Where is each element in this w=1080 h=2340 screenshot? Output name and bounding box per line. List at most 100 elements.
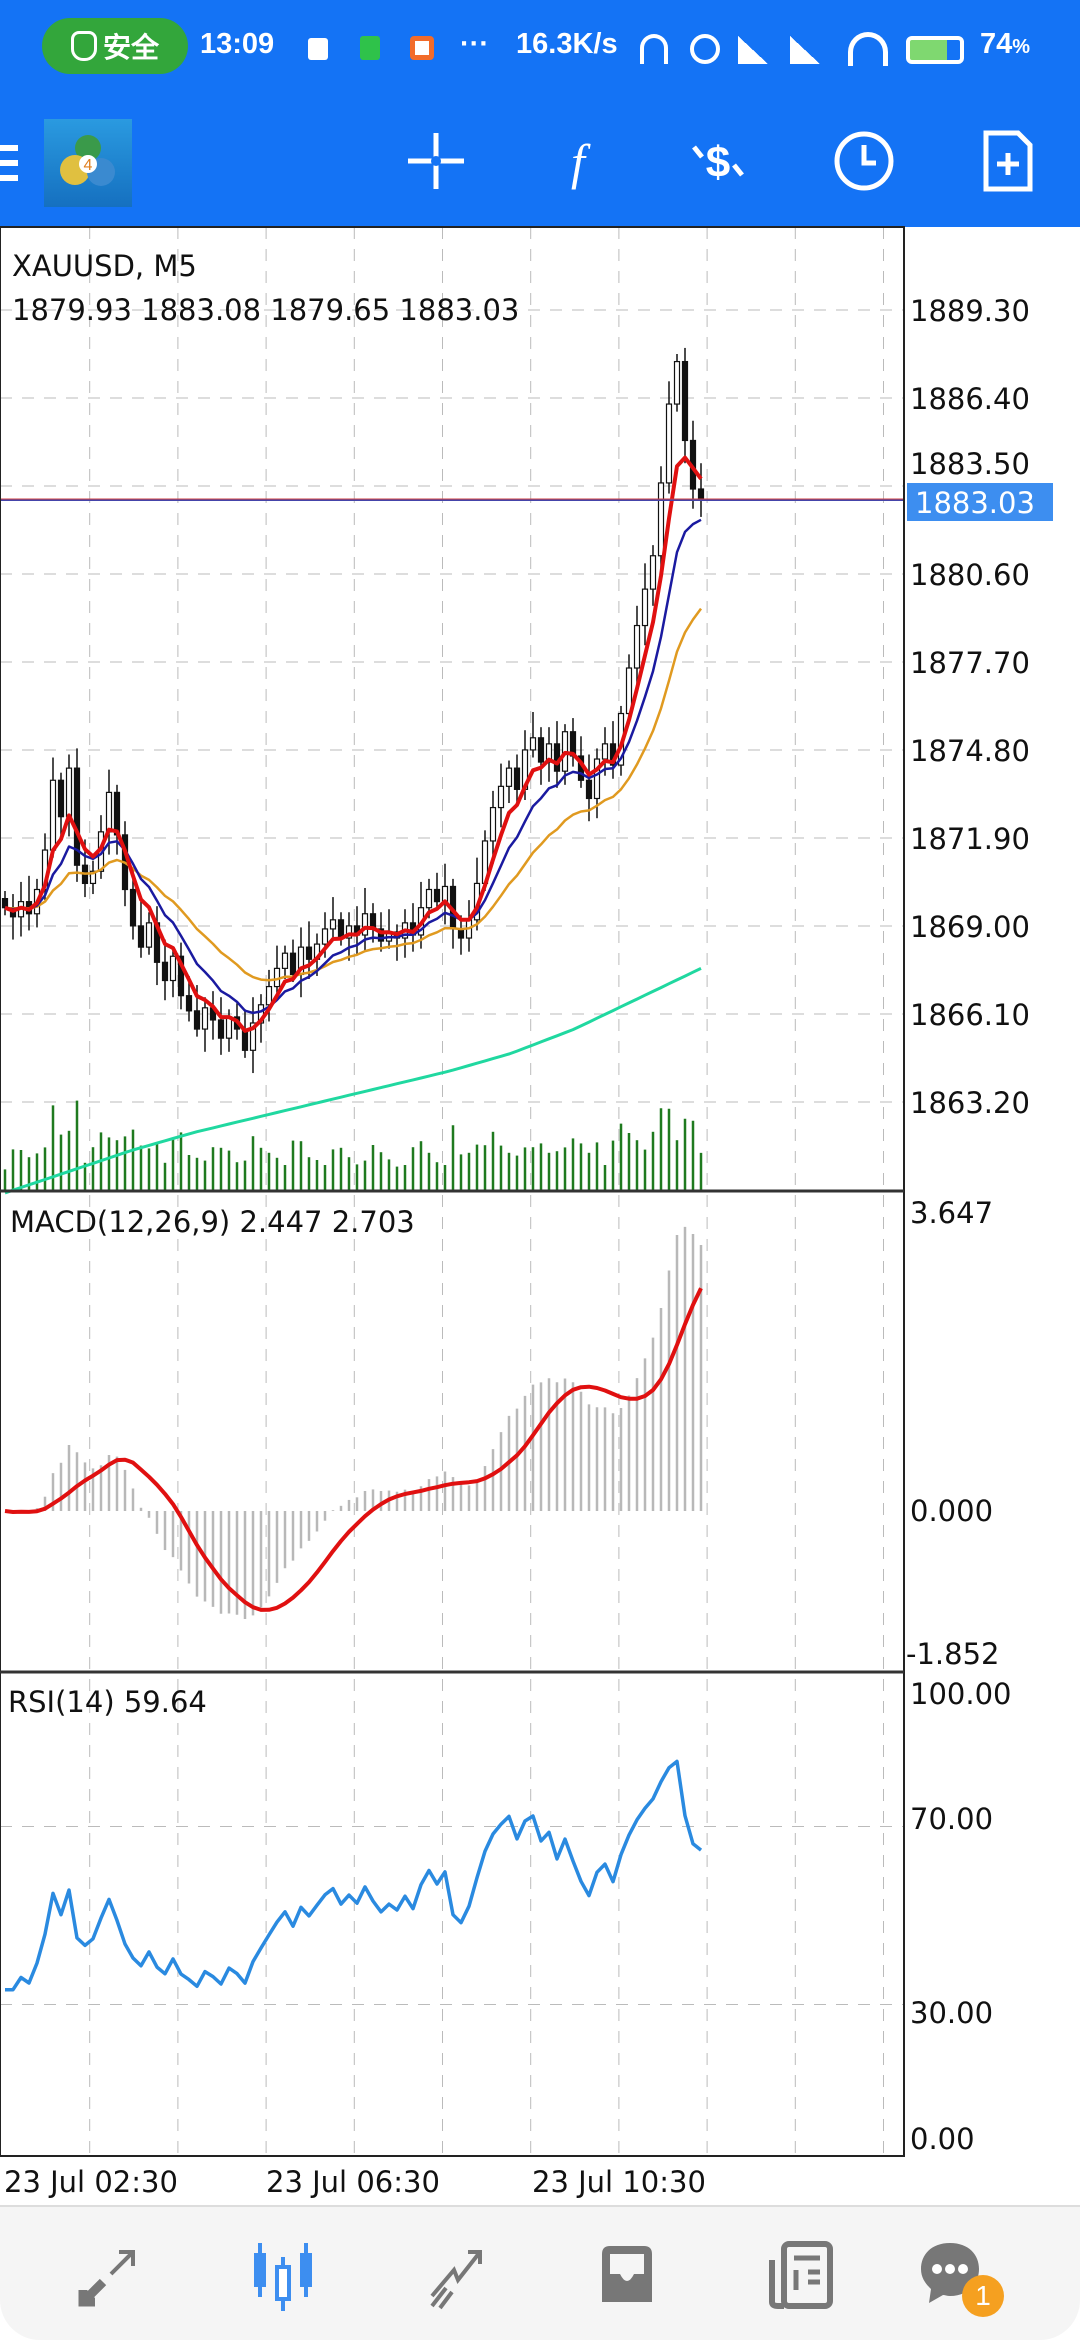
shield-icon (70, 31, 97, 61)
candle-bear (137, 925, 145, 948)
candle-bear (513, 767, 521, 790)
candle-bull (361, 913, 369, 936)
rsi-axis-100: 100.00 (910, 1677, 1011, 1711)
current-price-tag (907, 483, 1053, 521)
candle-bull (49, 779, 57, 851)
time-label: 23 Jul 02:30 (4, 2165, 178, 2199)
candle-bull (505, 767, 513, 787)
app-notification-icon (410, 36, 434, 60)
current-price-value: 1883.03 (915, 486, 1035, 520)
macd-axis-min: -1.852 (906, 1637, 1000, 1671)
network-speed: 16.3K/s (516, 28, 618, 60)
new-order-icon[interactable] (976, 129, 1040, 193)
svg-text:4: 4 (84, 157, 93, 174)
inbox-icon (602, 2246, 652, 2302)
ma-fast-line (4, 455, 703, 1033)
macd-axis-zero: 0.000 (910, 1494, 993, 1528)
app-notification-icon (308, 38, 328, 60)
candle-bear (177, 955, 185, 997)
candle-bull (265, 985, 273, 1006)
candle-bear (129, 888, 137, 927)
trade-arrow-icon (430, 2250, 482, 2310)
nav-messages[interactable]: 1 (910, 2235, 1004, 2317)
time-label: 23 Jul 06:30 (266, 2165, 440, 2199)
macd-axis-max: 3.647 (910, 1196, 993, 1230)
candle-bull (329, 919, 337, 930)
symbol-label: XAUUSD, M5 (12, 249, 197, 283)
candle-bear (73, 767, 81, 866)
battery-icon (906, 36, 964, 64)
price-label: 1883.50 (910, 447, 1030, 481)
nav-history[interactable] (587, 2235, 667, 2315)
candle-bull (593, 758, 601, 800)
nav-quotes[interactable] (68, 2235, 148, 2315)
rsi-axis-30: 30.00 (910, 1996, 993, 2030)
nav-news[interactable] (761, 2235, 841, 2315)
price-label: 1889.30 (910, 294, 1030, 328)
timeframe-icon[interactable] (832, 129, 896, 193)
battery-saver-notification-icon (360, 36, 380, 60)
chart-area[interactable]: XAUUSD, M5 1879.93 1883.08 1879.65 1883.… (0, 0, 1080, 2205)
nav-trade[interactable] (415, 2235, 495, 2315)
candle-bear (585, 779, 593, 800)
price-label: 1871.90 (910, 822, 1030, 856)
candle-bear (1, 897, 9, 909)
candle-bull (281, 952, 289, 969)
newspaper-icon (769, 2241, 833, 2309)
toolbar: 4 f $ (0, 97, 1080, 227)
candle-bull (321, 928, 329, 945)
candle-bull (601, 743, 609, 760)
macd-pane (4, 1226, 703, 1619)
indicators-icon[interactable]: f (546, 129, 610, 193)
menu-icon[interactable] (0, 145, 18, 181)
candle-bull (657, 482, 665, 557)
candle-bull (345, 925, 353, 939)
ohlc-label: 1879.93 1883.08 1879.65 1883.03 (12, 293, 519, 327)
candle-bull (249, 1022, 257, 1051)
candle-bull (201, 1007, 209, 1030)
more-notifications-icon: ··· (460, 28, 489, 60)
wifi-icon (848, 32, 888, 66)
quotes-icon (78, 2250, 135, 2307)
candle-bull (145, 922, 153, 948)
rsi-label: RSI(14) 59.64 (8, 1685, 207, 1719)
rsi-pane (5, 1759, 703, 1992)
candle-bull (497, 785, 505, 809)
ma-long-line (4, 967, 702, 1195)
candle-bull (641, 588, 649, 627)
candle-bull (425, 888, 433, 909)
price-axis[interactable]: 1889.30 1886.40 1883.50 1880.60 1877.70 1874.… (910, 294, 1030, 1120)
candle-bear (553, 743, 561, 772)
candle-bull (441, 885, 449, 903)
clock: 13:09 (200, 28, 275, 60)
ma-slow-line (4, 607, 703, 982)
candle-bear (193, 1010, 201, 1030)
candle-bull (89, 870, 97, 885)
candle-bear (289, 952, 297, 976)
security-badge[interactable]: 安全 (42, 18, 188, 74)
rsi-axis-0: 0.00 (910, 2122, 975, 2156)
candles (1, 347, 705, 1074)
signal-icon (738, 36, 768, 64)
candle-bear (113, 791, 121, 836)
price-label: 1886.40 (910, 382, 1030, 416)
unread-badge: 1 (962, 2275, 1004, 2317)
macd-label: MACD(12,26,9) 2.447 2.703 (10, 1205, 415, 1239)
crosshair-icon[interactable] (404, 129, 468, 193)
macd-signal-line (4, 1287, 703, 1612)
mt4-logo[interactable]: 4 (44, 119, 132, 207)
price-label: 1866.10 (910, 998, 1030, 1032)
candlestick-chart-icon (254, 2243, 312, 2311)
battery-percent: 74% (980, 28, 1031, 60)
price-label: 1869.00 (910, 910, 1030, 944)
alarm-icon (690, 34, 720, 64)
candle-bear (185, 995, 193, 1012)
time-label: 23 Jul 10:30 (532, 2165, 706, 2199)
candle-bear (57, 779, 65, 818)
candle-bear (433, 888, 441, 903)
candle-bear (161, 961, 169, 982)
price-label: 1880.60 (910, 558, 1030, 592)
nav-chart[interactable] (243, 2235, 323, 2315)
trade-icon[interactable]: $ (686, 129, 750, 193)
price-label: 1863.20 (910, 1086, 1030, 1120)
